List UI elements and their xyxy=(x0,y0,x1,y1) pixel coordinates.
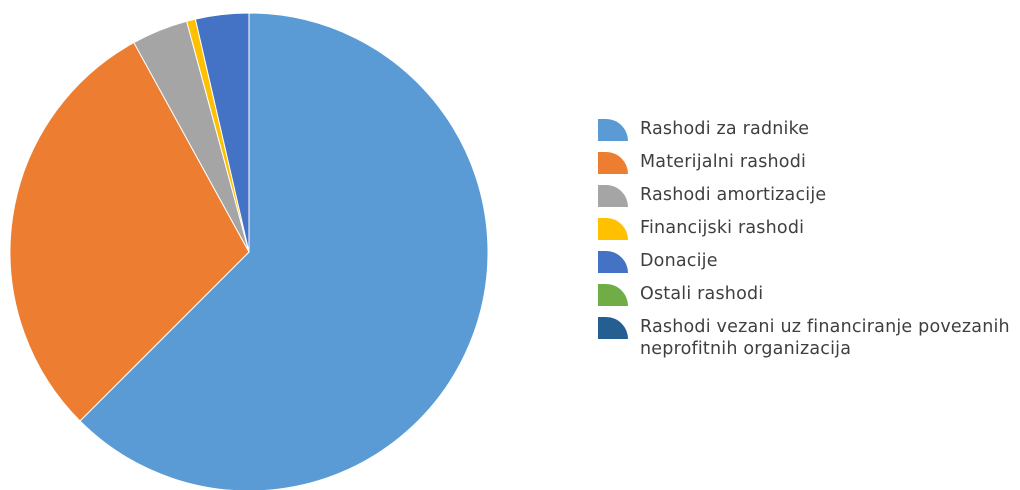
legend-item-3: Financijski rashodi xyxy=(598,217,1018,240)
legend-item-4: Donacije xyxy=(598,250,1018,273)
legend-swatch-icon xyxy=(598,185,628,207)
legend-swatch-icon xyxy=(598,218,628,240)
legend-label: Rashodi za radnike xyxy=(640,119,810,139)
legend-item-5: Ostali rashodi xyxy=(598,283,1018,306)
legend-label: Ostali rashodi xyxy=(640,284,764,304)
legend-label: Financijski rashodi xyxy=(640,218,805,238)
legend-label: Rashodi vezani uz financiranje povezanih… xyxy=(640,317,1010,359)
legend-item-1: Materijalni rashodi xyxy=(598,151,1018,174)
legend-item-2: Rashodi amortizacije xyxy=(598,184,1018,207)
legend-swatch-icon xyxy=(598,317,628,339)
legend-label: Donacije xyxy=(640,251,718,271)
chart-legend: Rashodi za radnike Materijalni rashodi Ras… xyxy=(598,118,1018,370)
legend-item-6: Rashodi vezani uz financiranje povezanih… xyxy=(598,316,1018,360)
pie-slice-0 xyxy=(79,12,489,490)
legend-swatch-icon xyxy=(598,251,628,273)
legend-swatch-icon xyxy=(598,152,628,174)
legend-item-0: Rashodi za radnike xyxy=(598,118,1018,141)
legend-swatch-icon xyxy=(598,284,628,306)
legend-swatch-icon xyxy=(598,119,628,141)
legend-label: Materijalni rashodi xyxy=(640,152,807,172)
pie-slice-1 xyxy=(9,41,250,422)
legend-label: Rashodi amortizacije xyxy=(640,185,827,205)
pie-slice-4 xyxy=(194,12,250,253)
